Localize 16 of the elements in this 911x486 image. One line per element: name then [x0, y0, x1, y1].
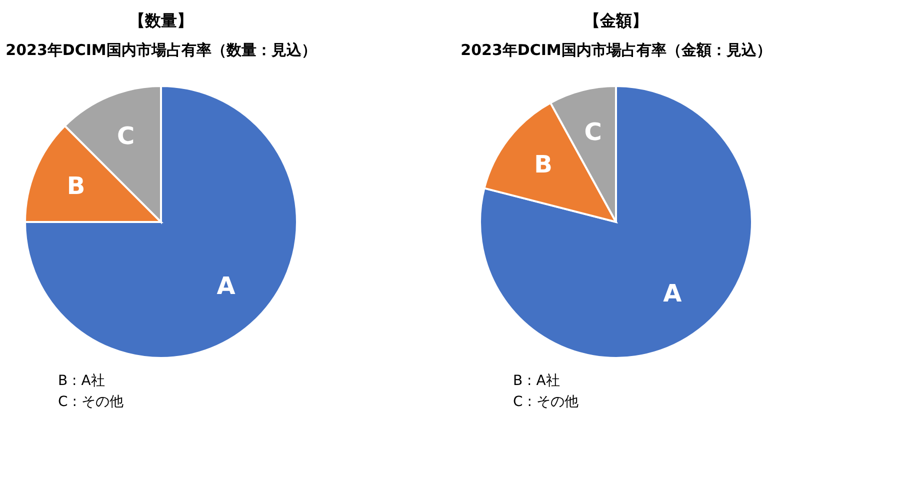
- chart-title: 【金額】: [584, 11, 648, 30]
- chart-subtitle: 2023年DCIM国内市場占有率（数量：見込）: [6, 41, 316, 59]
- slice-label: C: [116, 122, 135, 150]
- text: C : その他: [58, 393, 124, 412]
- pie-slice: [479, 85, 753, 359]
- slice-label: A: [663, 280, 682, 308]
- chart-subtitle: 2023年DCIM国内市場占有率（金額：見込）: [460, 41, 772, 59]
- text: C : その他: [513, 393, 580, 412]
- chart-title: 【数量】: [129, 11, 193, 30]
- slice-label: B: [66, 172, 86, 200]
- text: B : A社: [58, 372, 106, 391]
- pie-slice: [24, 85, 298, 359]
- slice-label: A: [216, 272, 236, 300]
- text: B : A社: [513, 372, 561, 391]
- slice-label: C: [584, 118, 602, 146]
- slice-label: B: [534, 150, 552, 179]
